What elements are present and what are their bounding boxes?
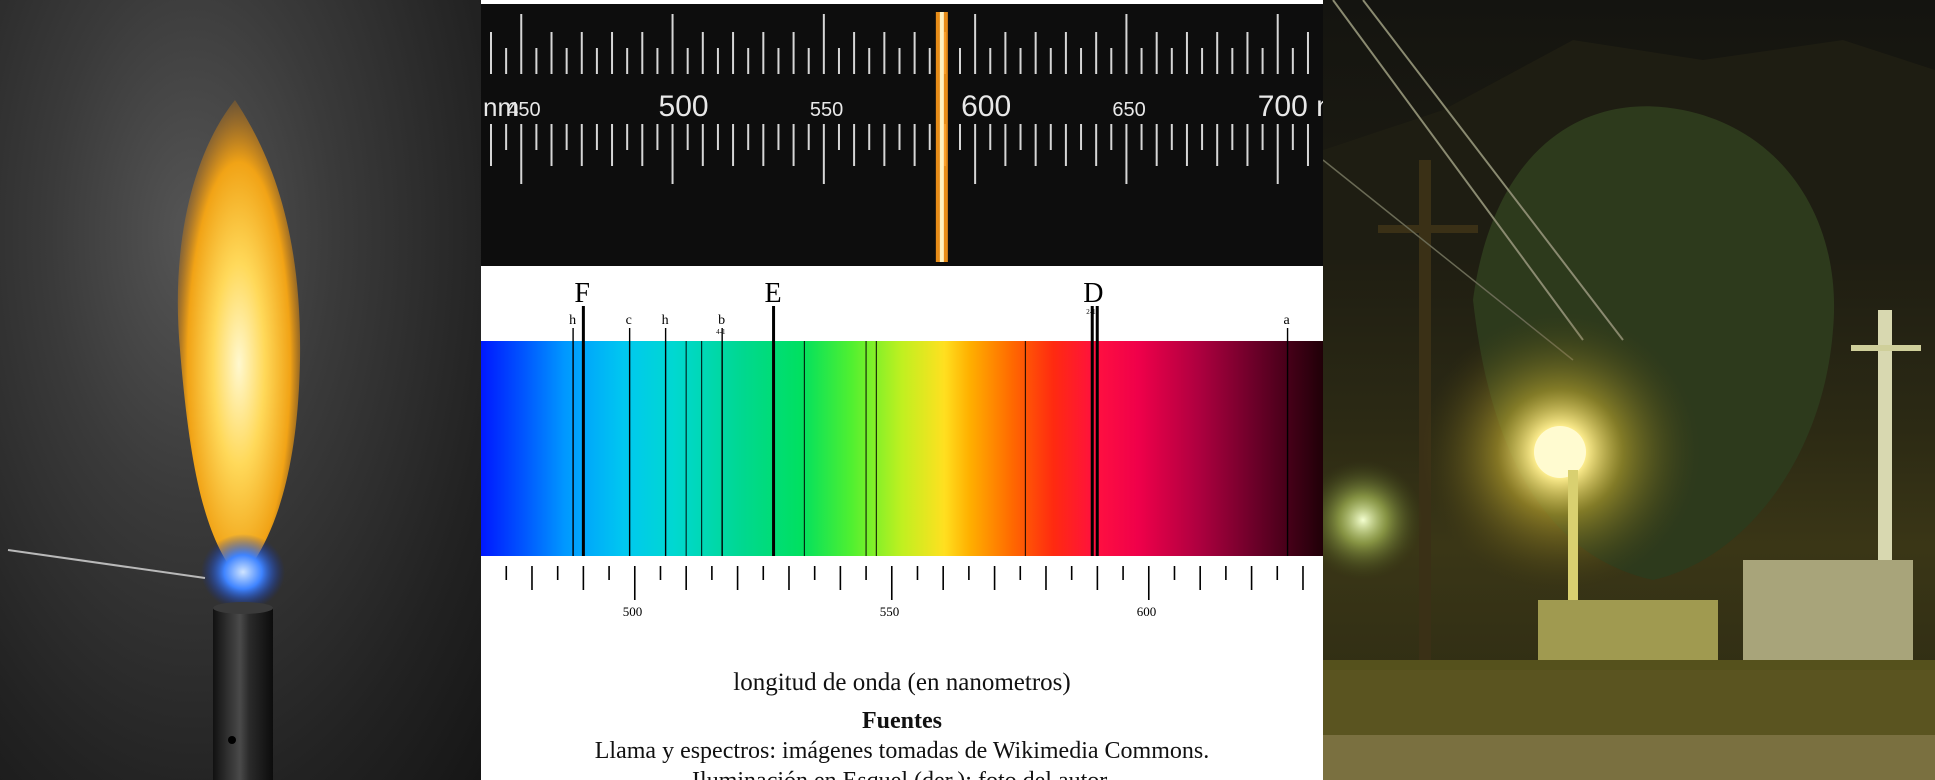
fraunhofer-lines [572,306,1289,556]
flame-photo [0,0,481,780]
building [1743,560,1913,670]
street-light-photo [1323,0,1935,780]
street-light-pole [1568,470,1578,680]
fraunhofer-label: h [569,313,576,328]
axis-tick-label: 600 [1137,604,1157,619]
spectrum-band [481,341,1323,556]
fraunhofer-label: h [662,313,669,328]
fraunhofer-sublabel: 2-1 [1086,308,1096,316]
sources-line-1: Llama y espectros: imágenes tomadas de W… [594,738,1210,764]
caption-block: longitud de onda (en nanometros) Fuentes… [481,668,1323,780]
scale-bottom [490,124,1309,184]
scale-label: 450 [507,99,540,121]
wire [7,549,206,579]
fraunhofer-label: c [626,313,632,328]
sources-line-2: Iluminación en Esquel (der.): foto del a… [481,766,1323,780]
secondary-light [1323,460,1423,580]
fraunhofer-label: F [574,278,590,309]
sodium-emission-line [935,12,948,262]
fraunhofer-label: b [718,313,725,328]
scale-unit-label: nm [483,92,519,122]
burner-tube [213,608,273,780]
emission-line-core [939,12,944,262]
scale-label: 500 [659,90,709,123]
flame-body [177,100,301,580]
scale-label: 550 [810,99,843,121]
street-light-bulb [1534,426,1586,478]
scale-label: 600 [961,90,1011,123]
scale-top [490,14,1309,74]
scale-label: 650 [1112,99,1145,121]
night-scene-illustration [1323,0,1935,780]
axis-tick-label: 550 [880,604,900,619]
fraunhofer-label: a [1284,313,1291,328]
flame-illustration [7,100,301,780]
fraunhofer-label: E [765,278,782,309]
axis-label: longitud de onda (en nanometros) [733,669,1071,696]
flame-blue-base [201,534,285,610]
fence [1323,660,1935,670]
scale-label: 700 nm [1258,90,1323,123]
fraunhofer-sublabel: 4-1 [716,328,726,336]
fraunhofer-label: D [1083,278,1103,309]
axis-tick-label: 500 [623,604,643,619]
sources-title: Fuentes [862,708,942,734]
